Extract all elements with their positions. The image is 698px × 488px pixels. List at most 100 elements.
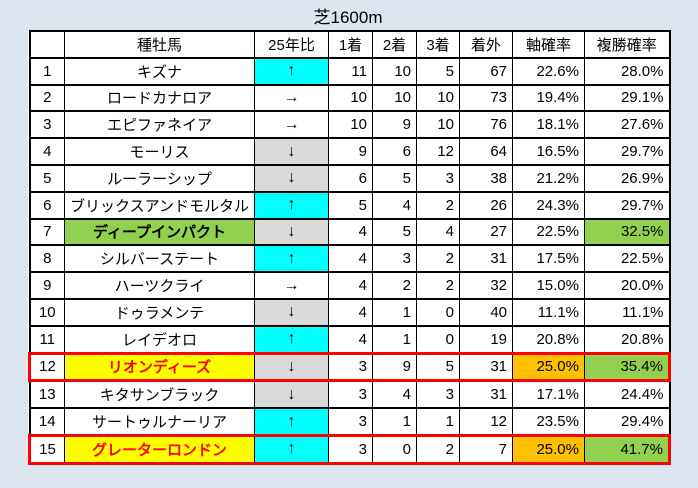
third-place-cell: 0 [416, 324, 460, 355]
table-row: 14 サートゥルナーリア ↑ 3 1 1 12 23.5% 29.4% [29, 407, 670, 437]
rank-cell: 15 [28, 433, 65, 465]
sire-name-cell: キズナ [64, 56, 255, 86]
out-of-place-cell: 40 [459, 297, 513, 327]
first-place-cell: 3 [328, 407, 373, 437]
out-of-place-cell: 31 [459, 351, 513, 383]
table-row: 12 リオンディーズ ↓ 3 9 5 31 25.0% 35.4% [28, 351, 671, 383]
axis-rate-cell: 24.3% [512, 190, 585, 220]
table-title: 芝1600m [313, 8, 383, 27]
first-place-cell: 10 [328, 83, 373, 113]
table-row: 4 モーリス ↓ 9 6 12 64 16.5% 29.7% [29, 137, 670, 166]
trend-arrow-cell: ↓ [254, 163, 329, 193]
third-place-cell: 10 [416, 110, 460, 140]
out-of-place-cell: 26 [459, 190, 513, 220]
first-place-cell: 4 [328, 244, 373, 274]
col-header-axis-rate: 軸確率 [512, 30, 585, 59]
table-body: 1 キズナ ↑ 11 10 5 67 22.6% 28.0% 2 ロードカナロア… [28, 56, 671, 465]
table-row: 10 ドゥラメンテ ↓ 4 1 0 40 11.1% 11.1% [29, 297, 670, 327]
col-header-out: 着外 [459, 30, 513, 59]
col-header-first: 1着 [328, 30, 373, 59]
table-row: 15 グレーターロンドン ↑ 3 0 2 7 25.0% 41.7% [28, 433, 671, 465]
second-place-cell: 5 [372, 163, 417, 193]
sire-name-cell: エピファネイア [64, 110, 255, 140]
rank-cell: 7 [29, 217, 65, 247]
place-rate-cell: 20.0% [584, 271, 670, 300]
table-row: 9 ハーツクライ → 4 2 2 32 15.0% 20.0% [29, 271, 670, 300]
first-place-cell: 4 [328, 217, 373, 247]
trend-arrow-cell: ↑ [254, 407, 329, 437]
place-rate-cell: 32.5% [584, 217, 670, 247]
third-place-cell: 3 [416, 379, 460, 410]
third-place-cell: 2 [416, 244, 460, 274]
sire-name-cell: サートゥルナーリア [64, 407, 255, 437]
second-place-cell: 6 [372, 137, 417, 166]
place-rate-cell: 26.9% [584, 163, 670, 193]
sire-stats-table: 種牡馬 25年比 1着 2着 3着 着外 軸確率 複勝確率 1 キズナ ↑ 11… [28, 30, 671, 465]
col-header-sire: 種牡馬 [64, 30, 255, 59]
second-place-cell: 3 [372, 244, 417, 274]
table-row: 6 ブリックスアンドモルタル ↑ 5 4 2 26 24.3% 29.7% [29, 190, 670, 220]
out-of-place-cell: 73 [459, 83, 513, 113]
sire-name-cell: リオンディーズ [64, 351, 255, 383]
place-rate-cell: 22.5% [584, 244, 670, 274]
rank-cell: 2 [29, 83, 65, 113]
trend-arrow-cell: → [254, 271, 329, 300]
third-place-cell: 2 [416, 190, 460, 220]
second-place-cell: 4 [372, 379, 417, 410]
trend-arrow-cell: → [254, 110, 329, 140]
sire-name-cell: ロードカナロア [64, 83, 255, 113]
out-of-place-cell: 32 [459, 271, 513, 300]
third-place-cell: 5 [416, 56, 460, 86]
col-header-second: 2着 [372, 30, 417, 59]
rank-cell: 6 [29, 190, 65, 220]
trend-arrow-cell: ↓ [254, 351, 329, 383]
axis-rate-cell: 15.0% [512, 271, 585, 300]
rank-cell: 10 [29, 297, 65, 327]
trend-arrow-cell: → [254, 83, 329, 113]
out-of-place-cell: 67 [459, 56, 513, 86]
third-place-cell: 4 [416, 217, 460, 247]
third-place-cell: 2 [416, 271, 460, 300]
axis-rate-cell: 25.0% [512, 433, 585, 465]
third-place-cell: 3 [416, 163, 460, 193]
second-place-cell: 0 [372, 433, 417, 465]
col-header-yoy: 25年比 [254, 30, 329, 59]
second-place-cell: 10 [372, 56, 417, 86]
axis-rate-cell: 21.2% [512, 163, 585, 193]
rank-cell: 9 [29, 271, 65, 300]
third-place-cell: 10 [416, 83, 460, 113]
header-row: 種牡馬 25年比 1着 2着 3着 着外 軸確率 複勝確率 [29, 30, 670, 59]
trend-arrow-cell: ↑ [254, 244, 329, 274]
axis-rate-cell: 22.6% [512, 56, 585, 86]
rank-cell: 14 [29, 407, 65, 437]
second-place-cell: 1 [372, 324, 417, 355]
sire-name-cell: ディープインパクト [64, 217, 255, 247]
table-row: 3 エピファネイア → 10 9 10 76 18.1% 27.6% [29, 110, 670, 140]
first-place-cell: 11 [328, 56, 373, 86]
third-place-cell: 12 [416, 137, 460, 166]
place-rate-cell: 29.1% [584, 83, 670, 113]
sire-name-cell: レイデオロ [64, 324, 255, 355]
first-place-cell: 6 [328, 163, 373, 193]
sire-name-cell: ハーツクライ [64, 271, 255, 300]
out-of-place-cell: 64 [459, 137, 513, 166]
rank-cell: 5 [29, 163, 65, 193]
place-rate-cell: 11.1% [584, 297, 670, 327]
table-row: 13 キタサンブラック ↓ 3 4 3 31 17.1% 24.4% [29, 379, 670, 410]
place-rate-cell: 28.0% [584, 56, 670, 86]
axis-rate-cell: 11.1% [512, 297, 585, 327]
place-rate-cell: 29.7% [584, 190, 670, 220]
second-place-cell: 10 [372, 83, 417, 113]
out-of-place-cell: 19 [459, 324, 513, 355]
axis-rate-cell: 16.5% [512, 137, 585, 166]
second-place-cell: 2 [372, 271, 417, 300]
sire-name-cell: ブリックスアンドモルタル [64, 190, 255, 220]
out-of-place-cell: 76 [459, 110, 513, 140]
third-place-cell: 2 [416, 433, 460, 465]
place-rate-cell: 24.4% [584, 379, 670, 410]
second-place-cell: 1 [372, 297, 417, 327]
rank-cell: 8 [29, 244, 65, 274]
sire-name-cell: キタサンブラック [64, 379, 255, 410]
first-place-cell: 4 [328, 324, 373, 355]
